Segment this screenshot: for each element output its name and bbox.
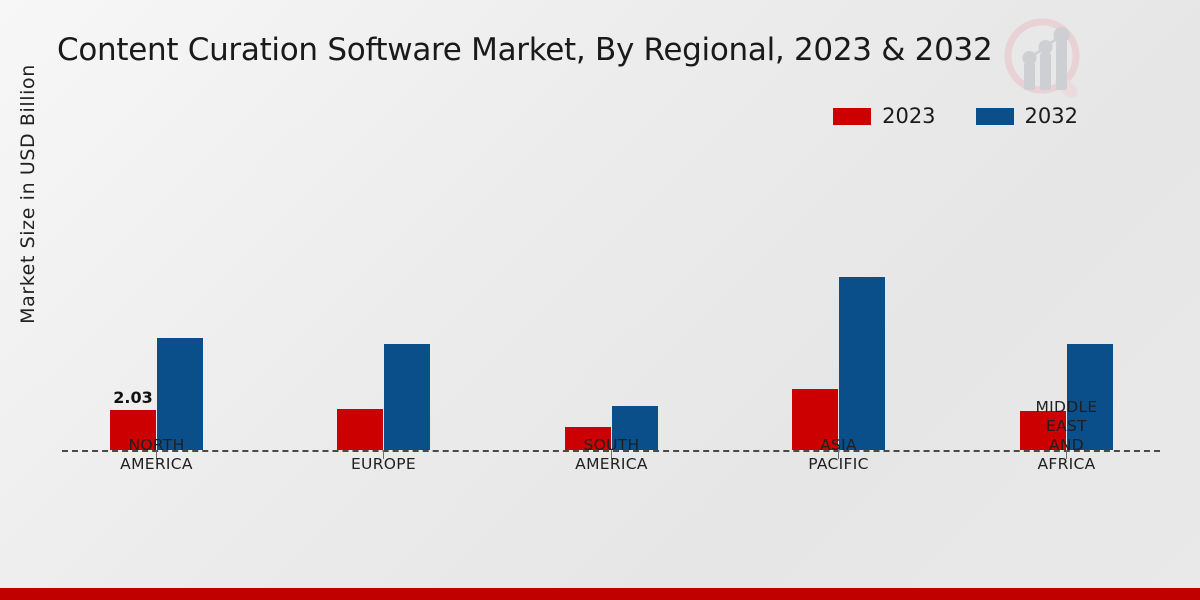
x-tick-middle-east-and-africa: [1066, 450, 1067, 459]
legend-swatch-2032: [975, 107, 1014, 125]
page-title: Content Curation Software Market, By Reg…: [57, 32, 993, 68]
x-label-asia-pacific: ASIA PACIFIC: [742, 436, 935, 474]
x-label-line: AMERICA: [575, 455, 648, 473]
bar-asia-pacific-2023[interactable]: [792, 389, 838, 450]
bar-north-america-2023[interactable]: [110, 410, 156, 450]
legend-item-2032[interactable]: 2032: [975, 104, 1078, 128]
x-tick-europe: [383, 450, 384, 459]
bar-south-america-2023[interactable]: [565, 427, 611, 450]
x-label-line: NORTH: [128, 436, 185, 454]
bar-europe-2032[interactable]: [384, 344, 430, 450]
x-label-europe: EUROPE: [287, 455, 480, 474]
value-label-north-america-2023: 2.03: [113, 388, 153, 407]
legend-swatch-2023: [833, 107, 872, 125]
x-label-line: AFRICA: [1037, 455, 1096, 473]
x-label-line: AND: [1048, 436, 1085, 454]
x-label-line: EUROPE: [350, 455, 417, 473]
x-label-line: ASIA: [820, 436, 857, 454]
bar-south-america-2032[interactable]: [612, 406, 658, 450]
x-label-line: EAST: [1046, 417, 1087, 435]
legend-item-2023[interactable]: 2023: [833, 104, 936, 128]
x-label-line: SOUTH: [583, 436, 640, 454]
bar-middle-east-and-africa-2023[interactable]: [1020, 411, 1066, 450]
x-label-middle-east-and-africa: MIDDLE EAST AND AFRICA: [970, 398, 1163, 474]
x-label-north-america: NORTH AMERICA: [60, 436, 253, 474]
legend-label-2032: 2032: [1024, 104, 1078, 128]
x-tick-south-america: [611, 450, 612, 459]
bar-europe-2023[interactable]: [337, 409, 383, 450]
chart-legend: 2023 2032: [833, 104, 1078, 128]
x-tick-asia-pacific: [838, 450, 839, 459]
x-label-south-america: SOUTH AMERICA: [515, 436, 708, 474]
bar-middle-east-and-africa-2032[interactable]: [1067, 344, 1113, 450]
x-label-line: PACIFIC: [808, 455, 869, 473]
legend-label-2023: 2023: [882, 104, 936, 128]
footer-accent-bar: [0, 588, 1200, 600]
bar-asia-pacific-2032[interactable]: [839, 277, 885, 450]
x-label-line: MIDDLE: [1035, 398, 1098, 416]
bar-north-america-2032[interactable]: [157, 338, 203, 450]
x-tick-north-america: [156, 450, 157, 459]
x-label-line: AMERICA: [120, 455, 193, 473]
